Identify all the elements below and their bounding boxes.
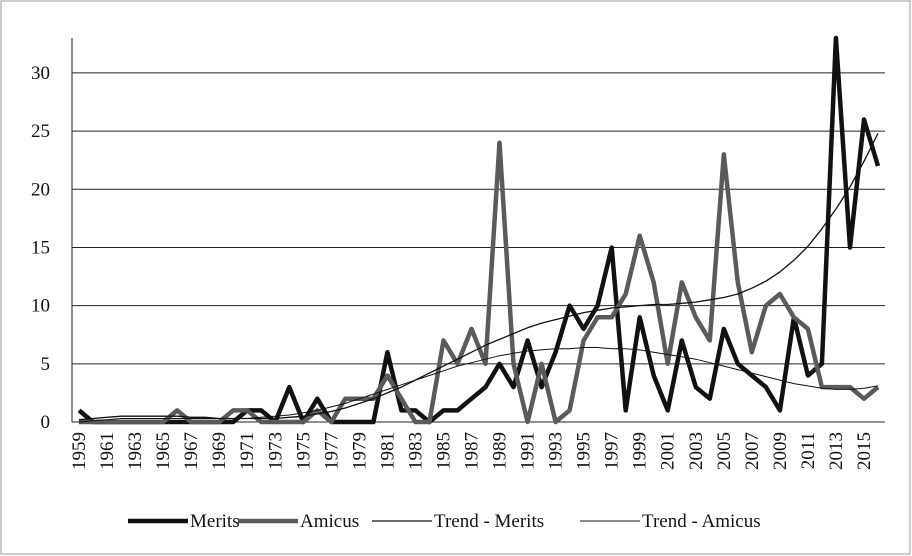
x-tick-label: 2003 (686, 432, 707, 470)
x-tick-label: 1973 (265, 432, 286, 470)
x-tick-label: 1983 (405, 432, 426, 470)
legend-label: Merits (190, 511, 240, 532)
x-tick-label: 2001 (658, 432, 679, 470)
x-tick-label: 1999 (630, 432, 651, 470)
x-tick-label: 1985 (433, 432, 454, 470)
x-tick-label: 1981 (377, 432, 398, 470)
x-tick-label: 1993 (546, 432, 567, 470)
y-tick-label: 15 (31, 237, 50, 258)
x-tick-label: 2015 (854, 432, 875, 470)
x-tick-label: 1969 (209, 432, 230, 470)
x-tick-label: 1995 (574, 432, 595, 470)
series-line (78, 133, 879, 421)
x-tick-label: 2005 (714, 432, 735, 470)
x-tick-label: 1977 (321, 432, 342, 470)
x-tick-label: 1997 (602, 432, 623, 470)
x-tick-label: 1979 (349, 432, 370, 470)
legend-label: Trend - Merits (434, 511, 544, 532)
x-tick-label: 1967 (181, 432, 202, 470)
legend-label: Amicus (300, 511, 359, 532)
x-tick-label: 1961 (97, 432, 118, 470)
legend-label: Trend - Amicus (642, 511, 761, 532)
x-tick-label: 2009 (770, 432, 791, 470)
x-tick-label: 1965 (153, 432, 174, 470)
x-tick-label: 2011 (798, 432, 819, 469)
x-tick-label: 1971 (237, 432, 258, 470)
x-tick-label: 1991 (518, 432, 539, 470)
y-tick-label: 20 (31, 179, 50, 200)
x-tick-label: 2007 (742, 432, 763, 470)
y-tick-label: 10 (31, 296, 50, 317)
x-tick-label: 1975 (293, 432, 314, 470)
y-tick-label: 30 (31, 63, 50, 84)
x-tick-label: 2013 (826, 432, 847, 470)
series-line (79, 140, 880, 425)
x-tick-label: 1959 (69, 432, 90, 470)
series-line (78, 347, 879, 423)
y-tick-label: 25 (31, 121, 50, 142)
y-tick-label: 0 (41, 412, 51, 433)
x-tick-label: 1963 (125, 432, 146, 470)
x-tick-label: 1987 (461, 432, 482, 470)
y-tick-label: 5 (41, 354, 51, 375)
x-tick-label: 1989 (490, 432, 511, 470)
